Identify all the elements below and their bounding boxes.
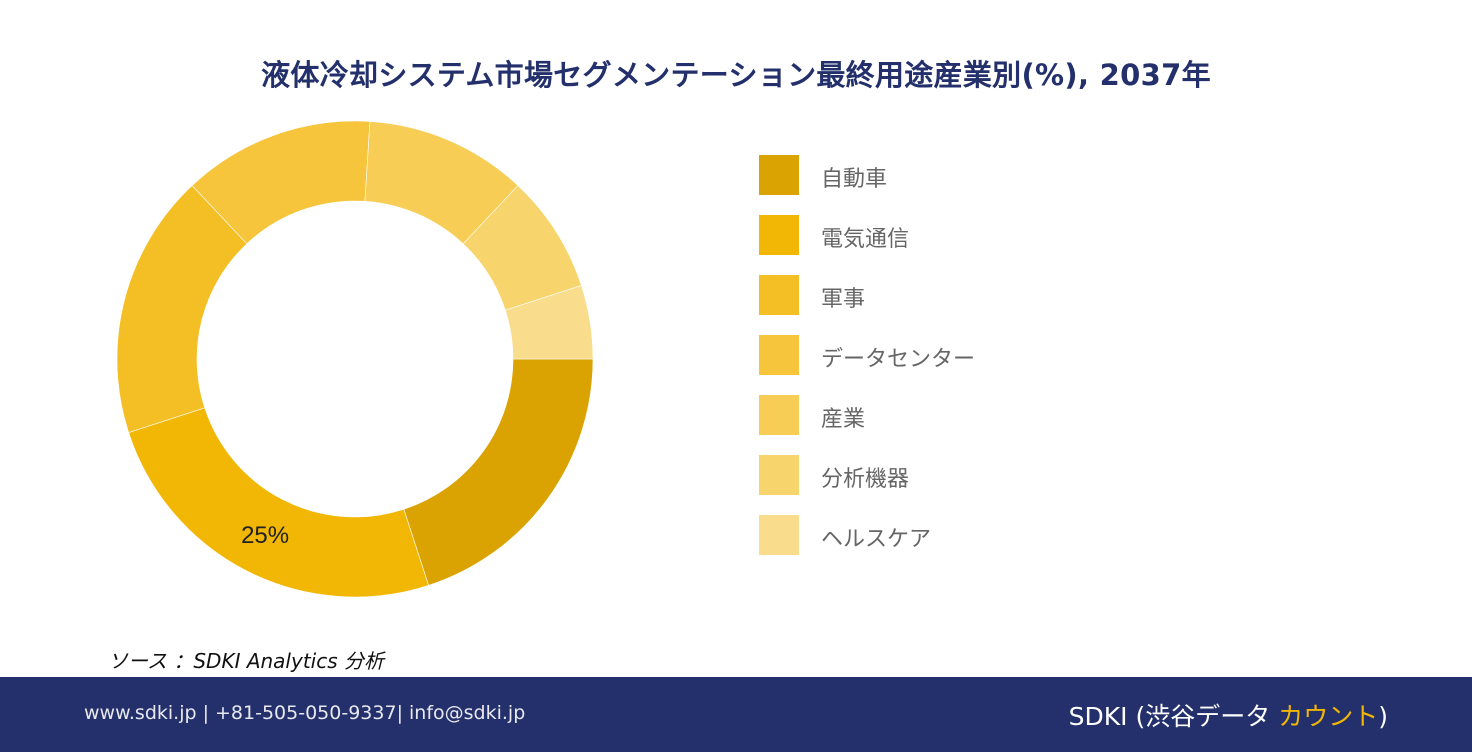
source-note: ソース ：SDKI Analytics 分析: [108, 649, 385, 673]
legend-label: ヘルスケア: [821, 527, 932, 552]
legend-label: 自動車: [821, 167, 888, 192]
legend-swatch: [759, 455, 799, 495]
donut-slice: [128, 407, 429, 598]
legend-swatch: [759, 275, 799, 315]
donut-chart: 25%: [116, 120, 594, 598]
slice-label: 25%: [241, 522, 289, 549]
legend-swatch: [759, 335, 799, 375]
brand-prefix: SDKI (渋谷データ: [1068, 702, 1279, 731]
legend-swatch: [759, 215, 799, 255]
brand-accent: カウント: [1278, 702, 1379, 731]
legend-label: 電気通信: [821, 227, 910, 252]
legend-label: 産業: [821, 407, 866, 432]
footer-bar: www.sdki.jp | +81-505-050-9337| info@sdk…: [0, 677, 1472, 752]
donut-slice: [403, 358, 594, 586]
footer-brand: SDKI (渋谷データ カウント): [1069, 697, 1388, 733]
legend-label: データセンター: [821, 347, 976, 372]
legend-swatch: [759, 155, 799, 195]
brand-suffix: ): [1378, 702, 1388, 731]
donut-slice: [504, 285, 594, 360]
footer-contact-info: www.sdki.jp | +81-505-050-9337| info@sdk…: [84, 702, 526, 724]
legend-swatch: [759, 395, 799, 435]
chart-title: 液体冷却システム市場セグメンテーション最終用途産業別(%), 2037年: [261, 58, 1211, 92]
legend-label: 軍事: [821, 287, 866, 312]
legend-label: 分析機器: [821, 467, 910, 492]
legend-swatch: [759, 515, 799, 555]
